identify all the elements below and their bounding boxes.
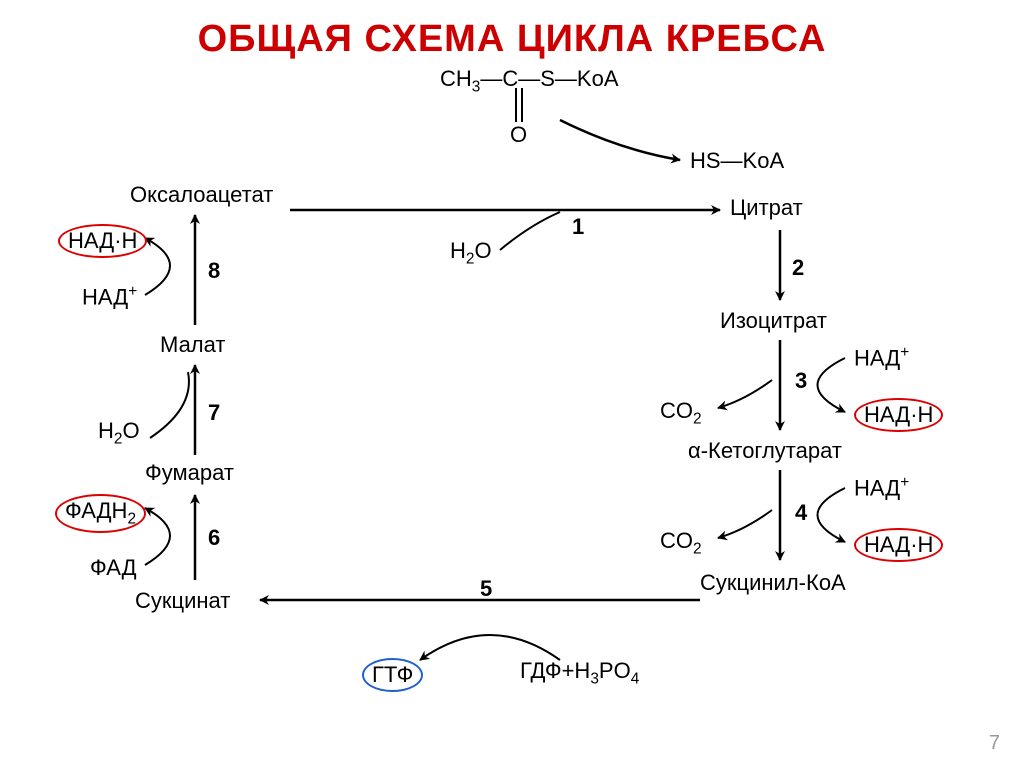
fadh2-circled: ФАДН2 — [55, 494, 146, 533]
nadh-3-wrap: НАД·Н — [854, 398, 943, 432]
step-5: 5 — [480, 576, 492, 602]
fad-label: ФАД — [90, 555, 137, 581]
step-3: 3 — [795, 368, 807, 394]
nadh-3-circled: НАД·Н — [854, 398, 943, 432]
fumarate-label: Фумарат — [145, 460, 234, 486]
acetyl-coa-oxygen: O — [510, 122, 527, 148]
co2-4: CO2 — [660, 528, 702, 558]
step-7: 7 — [208, 400, 220, 426]
h2o-step1: H2O — [450, 238, 492, 268]
citrate-label: Цитрат — [730, 195, 803, 221]
page-number: 7 — [989, 732, 1000, 755]
succinate-label: Сукцинат — [135, 588, 230, 614]
step-6: 6 — [208, 525, 220, 551]
aketoglutarate-label: α-Кетоглутарат — [688, 438, 842, 464]
nadh-8-circled: НАД·Н — [58, 224, 147, 258]
acetyl-coa-formula: CH3—C—S—KoA — [440, 66, 619, 96]
nad-plus-8: НАД+ — [82, 283, 137, 310]
cycle-arrows — [0, 0, 1024, 767]
nadh-4-wrap: НАД·Н — [854, 528, 943, 562]
nad-plus-4: НАД+ — [854, 474, 909, 501]
nad-plus-3: НАД+ — [854, 344, 909, 371]
nadh-8-wrap: НАД·Н — [58, 224, 147, 258]
malate-label: Малат — [160, 332, 225, 358]
diagram-title: ОБЩАЯ СХЕМА ЦИКЛА КРЕБСА — [0, 18, 1024, 61]
nadh-4-circled: НАД·Н — [854, 528, 943, 562]
gtf-wrap: ГТФ — [362, 658, 423, 692]
gtf-circled: ГТФ — [362, 658, 423, 692]
h2o-step7: H2O — [98, 418, 140, 448]
step-4: 4 — [795, 500, 807, 526]
oxaloacetate-label: Оксалоацетат — [130, 182, 273, 208]
hs-koa-label: HS—KoA — [690, 148, 784, 174]
step-8: 8 — [208, 258, 220, 284]
gdf-label: ГДФ+H3PO4 — [520, 658, 639, 688]
succinyl-coa-label: Сукцинил-КоА — [700, 570, 846, 596]
step-1: 1 — [572, 214, 584, 240]
fadh2-wrap: ФАДН2 — [55, 494, 146, 533]
co2-3: CO2 — [660, 398, 702, 428]
step-2: 2 — [792, 255, 804, 281]
isocitrate-label: Изоцитрат — [720, 308, 827, 334]
